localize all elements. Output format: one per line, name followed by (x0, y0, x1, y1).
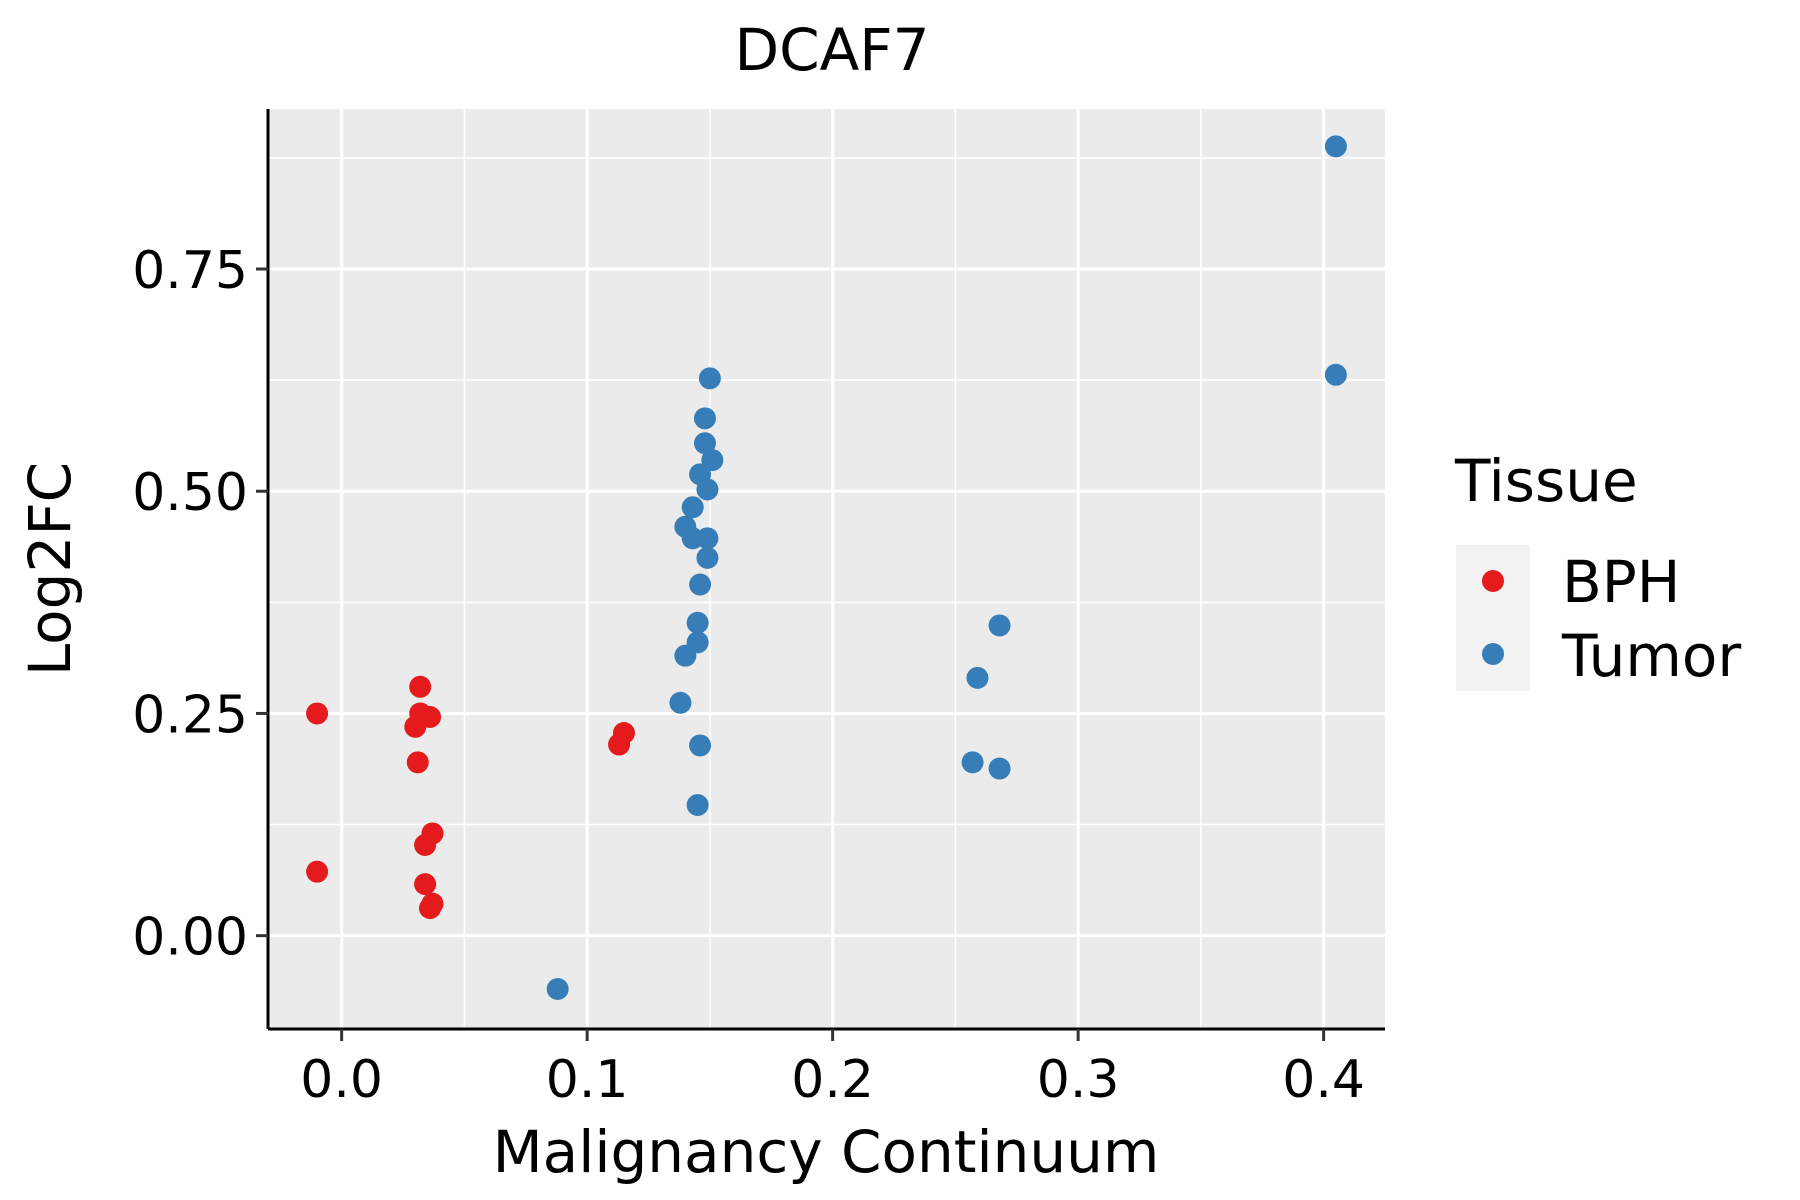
point-tumor (686, 611, 709, 634)
point-bph (406, 751, 429, 774)
y-tick-label: 0.00 (132, 908, 248, 968)
point-bph (419, 897, 442, 920)
x-tick-label: 0.3 (1037, 1050, 1120, 1110)
point-tumor (689, 573, 712, 596)
major-gridlines (268, 109, 1385, 1029)
point-tumor (988, 757, 1011, 780)
y-axis-title: Log2FC (16, 462, 84, 676)
minor-gridlines (268, 109, 1385, 1029)
point-tumor (1324, 363, 1347, 386)
y-tick-label: 0.50 (132, 463, 248, 523)
legend-key-tumor (1482, 643, 1504, 665)
x-axis-title: Malignancy Continuum (493, 1118, 1160, 1186)
point-tumor (693, 432, 716, 455)
point-tumor (546, 978, 569, 1000)
point-tumor (686, 794, 709, 816)
point-tumor (669, 691, 692, 714)
legend-label-bph: BPH (1562, 548, 1680, 616)
point-tumor (693, 407, 716, 430)
point-tumor (988, 614, 1011, 637)
x-tick-label: 0.0 (300, 1050, 383, 1110)
point-tumor (701, 449, 724, 472)
point-bph (409, 675, 432, 698)
point-tumor (681, 496, 704, 519)
point-bph (414, 873, 437, 896)
x-tick-label: 0.1 (546, 1050, 629, 1110)
legend-key-background (1456, 545, 1530, 691)
point-bph (414, 834, 437, 856)
legend-label-tumor: Tumor (1561, 622, 1741, 690)
point-tumor (696, 527, 719, 550)
point-bph (306, 860, 329, 883)
plot-panel (268, 109, 1385, 1029)
x-tick-label: 0.4 (1282, 1050, 1365, 1110)
y-axis-ticks: 0.00 0.25 0.50 0.75 (132, 241, 268, 968)
y-tick-label: 0.75 (132, 241, 248, 301)
point-tumor (689, 734, 712, 757)
legend: Tissue BPH Tumor (1454, 447, 1741, 691)
point-tumor (966, 666, 989, 689)
point-bph (608, 733, 631, 756)
point-tumor (696, 546, 719, 569)
legend-title: Tissue (1454, 447, 1638, 515)
chart-title: DCAF7 (734, 16, 929, 84)
y-tick-label: 0.25 (132, 685, 248, 745)
x-axis-ticks: 0.0 0.1 0.2 0.3 0.4 (300, 1029, 1365, 1110)
point-tumor (696, 478, 719, 501)
point-bph (306, 702, 329, 725)
x-tick-label: 0.2 (791, 1050, 874, 1110)
data-points (306, 135, 1347, 1000)
point-tumor (674, 644, 697, 667)
legend-key-bph (1482, 570, 1504, 592)
point-bph (404, 715, 427, 738)
point-tumor (961, 751, 984, 774)
point-tumor (698, 367, 721, 390)
point-tumor (1324, 135, 1347, 158)
